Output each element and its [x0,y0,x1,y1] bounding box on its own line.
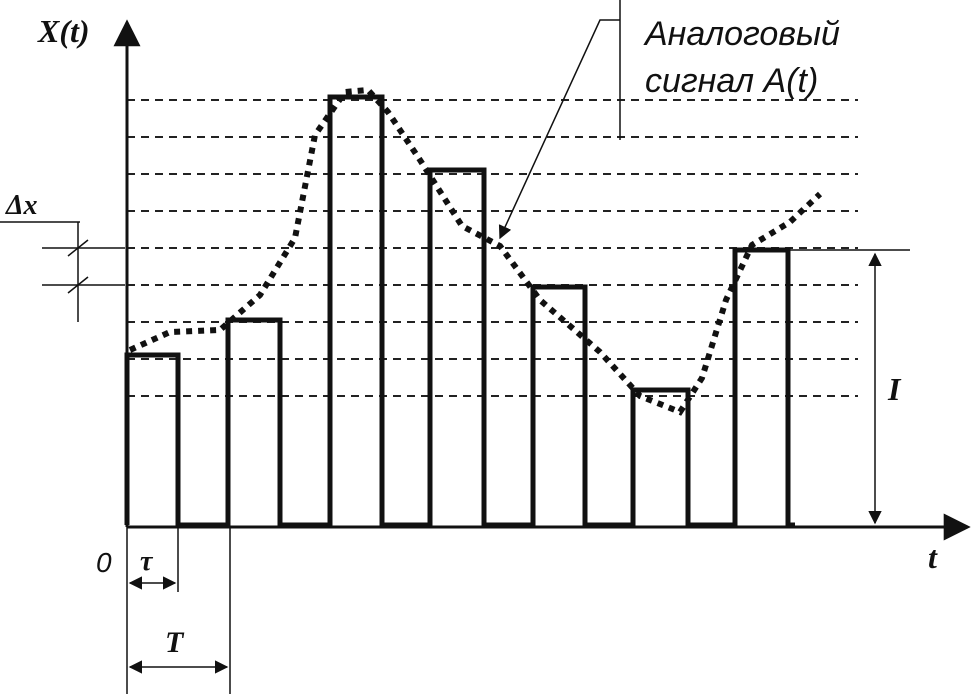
delta-x-marker [0,221,125,322]
pulses [124,94,795,528]
period-label: T [165,626,185,659]
delta-x-label: Δx [5,190,38,221]
tau-label: τ [140,546,154,577]
amplitude-label: I [887,371,902,407]
y-axis-label: X(t) [37,13,90,49]
origin-label: 0 [96,547,112,578]
signal-label: Аналоговый [643,15,840,53]
signal-label: сигнал A(t) [645,62,818,100]
time-markers [126,527,231,694]
analog-signal [128,86,823,416]
pulse-train [124,94,795,528]
x-axis-label: t [928,539,938,575]
leader-arrow [498,19,620,240]
